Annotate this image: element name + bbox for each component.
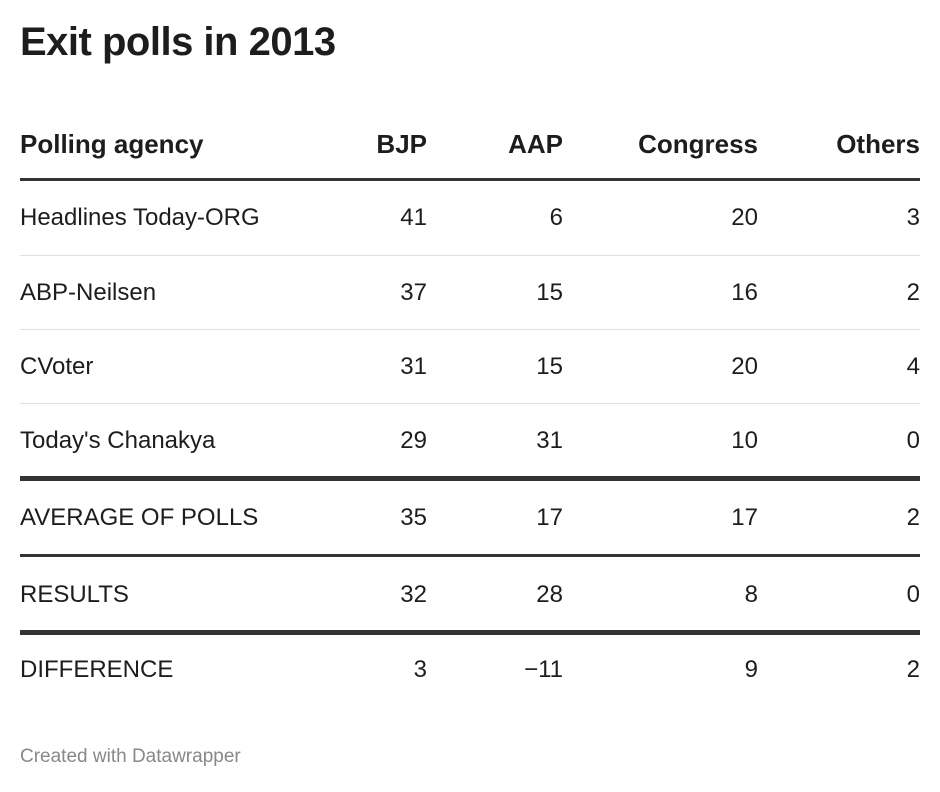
row-label: AVERAGE OF POLLS <box>20 504 259 531</box>
table-row: ABP-Neilsen 37 15 16 2 <box>20 273 920 313</box>
cell-value: 29 <box>400 427 427 454</box>
cell-value: 37 <box>400 279 427 306</box>
column-header: BJP <box>376 129 427 159</box>
cell-value: 0 <box>906 427 920 454</box>
row-label: Today's Chanakya <box>20 427 216 454</box>
cell-value: 28 <box>536 581 563 608</box>
cell-value: 35 <box>400 504 427 531</box>
cell-value: 31 <box>536 427 563 454</box>
chart-title: Exit polls in 2013 <box>20 20 336 64</box>
row-label: RESULTS <box>20 581 129 608</box>
table-row: AVERAGE OF POLLS 35 17 17 2 <box>20 498 920 538</box>
row-label: ABP-Neilsen <box>20 279 157 306</box>
row-divider <box>20 630 920 635</box>
cell-value: 3 <box>906 204 920 231</box>
cell-value: 0 <box>906 581 920 608</box>
cell-value: 15 <box>536 353 563 380</box>
row-divider <box>20 403 920 404</box>
row-divider <box>20 329 920 330</box>
cell-value: 41 <box>400 204 427 231</box>
cell-value: 16 <box>731 279 758 306</box>
cell-value: −11 <box>524 656 563 683</box>
cell-value: 15 <box>536 279 563 306</box>
row-label: CVoter <box>20 353 94 380</box>
cell-value: 20 <box>731 353 758 380</box>
row-divider <box>20 476 920 481</box>
table-row: Today's Chanakya 29 31 10 0 <box>20 421 920 461</box>
cell-value: 2 <box>906 656 920 683</box>
cell-value: 3 <box>413 656 427 683</box>
table-header: Polling agency BJP AAP Congress Others <box>20 124 920 164</box>
row-divider <box>20 554 920 557</box>
table-row: CVoter 31 15 20 4 <box>20 347 920 387</box>
cell-value: 2 <box>906 504 920 531</box>
column-header: AAP <box>508 129 563 159</box>
column-header: Congress <box>638 129 758 159</box>
row-label: Headlines Today-ORG <box>20 204 260 231</box>
footer-credit: Created with Datawrapper <box>20 746 241 767</box>
cell-value: 4 <box>906 353 920 380</box>
column-header: Polling agency <box>20 129 204 159</box>
table-row: RESULTS 32 28 8 0 <box>20 575 920 615</box>
header-divider <box>20 178 920 181</box>
table-row: DIFFERENCE 3 −11 9 2 <box>20 650 920 690</box>
cell-value: 32 <box>400 581 427 608</box>
row-divider <box>20 255 920 256</box>
cell-value: 17 <box>731 504 758 531</box>
cell-value: 9 <box>744 656 758 683</box>
table-row: Headlines Today-ORG 41 6 20 3 <box>20 198 920 238</box>
cell-value: 31 <box>400 353 427 380</box>
row-label: DIFFERENCE <box>20 656 174 683</box>
cell-value: 6 <box>549 204 563 231</box>
column-header: Others <box>836 129 920 159</box>
cell-value: 8 <box>744 581 758 608</box>
cell-value: 20 <box>731 204 758 231</box>
cell-value: 2 <box>906 279 920 306</box>
cell-value: 17 <box>536 504 563 531</box>
cell-value: 10 <box>731 427 758 454</box>
